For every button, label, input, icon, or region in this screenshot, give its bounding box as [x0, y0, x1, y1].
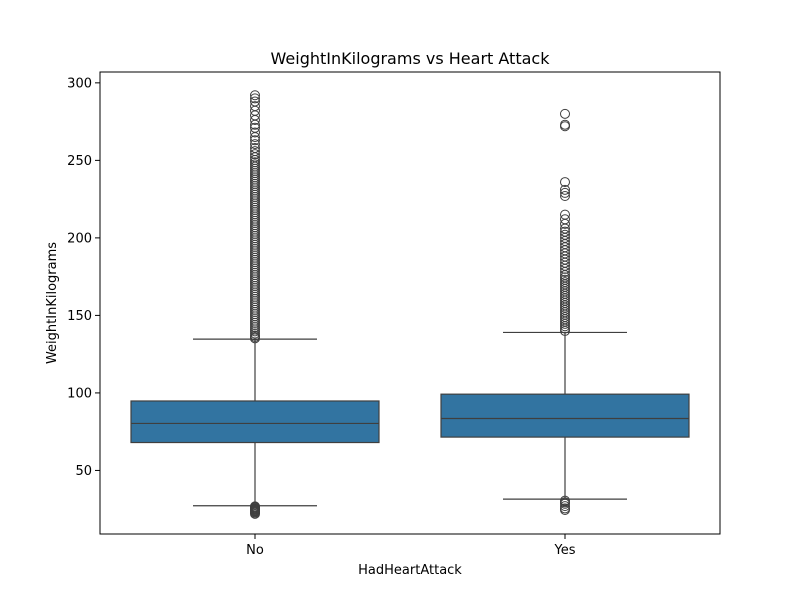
box-iqr [130, 400, 380, 444]
outlier-point [560, 214, 570, 225]
outlier-point [560, 226, 570, 237]
axes: 50 100 150 200 250 300 No Yes [67, 71, 721, 558]
outlier-point [250, 96, 260, 107]
outlier-point [250, 90, 260, 101]
outlier-point [250, 135, 260, 146]
y-tick-label: 200 [67, 231, 92, 246]
outlier-point [560, 503, 570, 514]
outlier-point [560, 209, 570, 220]
y-tick-label: 300 [67, 76, 92, 91]
outlier-point [560, 229, 570, 240]
x-tick-label: No [246, 543, 264, 558]
y-tick-label: 50 [75, 464, 92, 479]
outlier-point [560, 274, 570, 285]
outlier-point [250, 101, 260, 112]
outlier-point [560, 177, 570, 188]
outlier-point [560, 187, 570, 198]
outlier-point [250, 142, 260, 153]
outlier-point [250, 93, 260, 104]
outlier-point [250, 122, 260, 133]
outlier-point [250, 139, 260, 150]
outlier-point [560, 184, 570, 195]
x-tick-label: Yes [554, 543, 576, 558]
chart-title: WeightInKilograms vs Heart Attack [271, 49, 551, 68]
outlier-point [560, 501, 570, 512]
box-iqr [440, 393, 690, 438]
box-group-no [130, 90, 380, 519]
y-tick-label: 100 [67, 386, 92, 401]
outlier-point [250, 149, 260, 160]
plot-frame [99, 71, 721, 535]
y-tick-label: 150 [67, 309, 92, 324]
plot-area [130, 90, 690, 519]
outlier-point [560, 119, 570, 130]
outlier-point [250, 127, 260, 138]
y-axis-label: WeightInKilograms [45, 242, 60, 364]
outlier-point [560, 191, 570, 202]
outlier-point [560, 108, 570, 119]
outlier-point [560, 277, 570, 288]
x-axis-label: HadHeartAttack [358, 563, 462, 578]
outlier-point [250, 146, 260, 157]
y-tick-label: 250 [67, 154, 92, 169]
box-group-yes [440, 108, 690, 515]
